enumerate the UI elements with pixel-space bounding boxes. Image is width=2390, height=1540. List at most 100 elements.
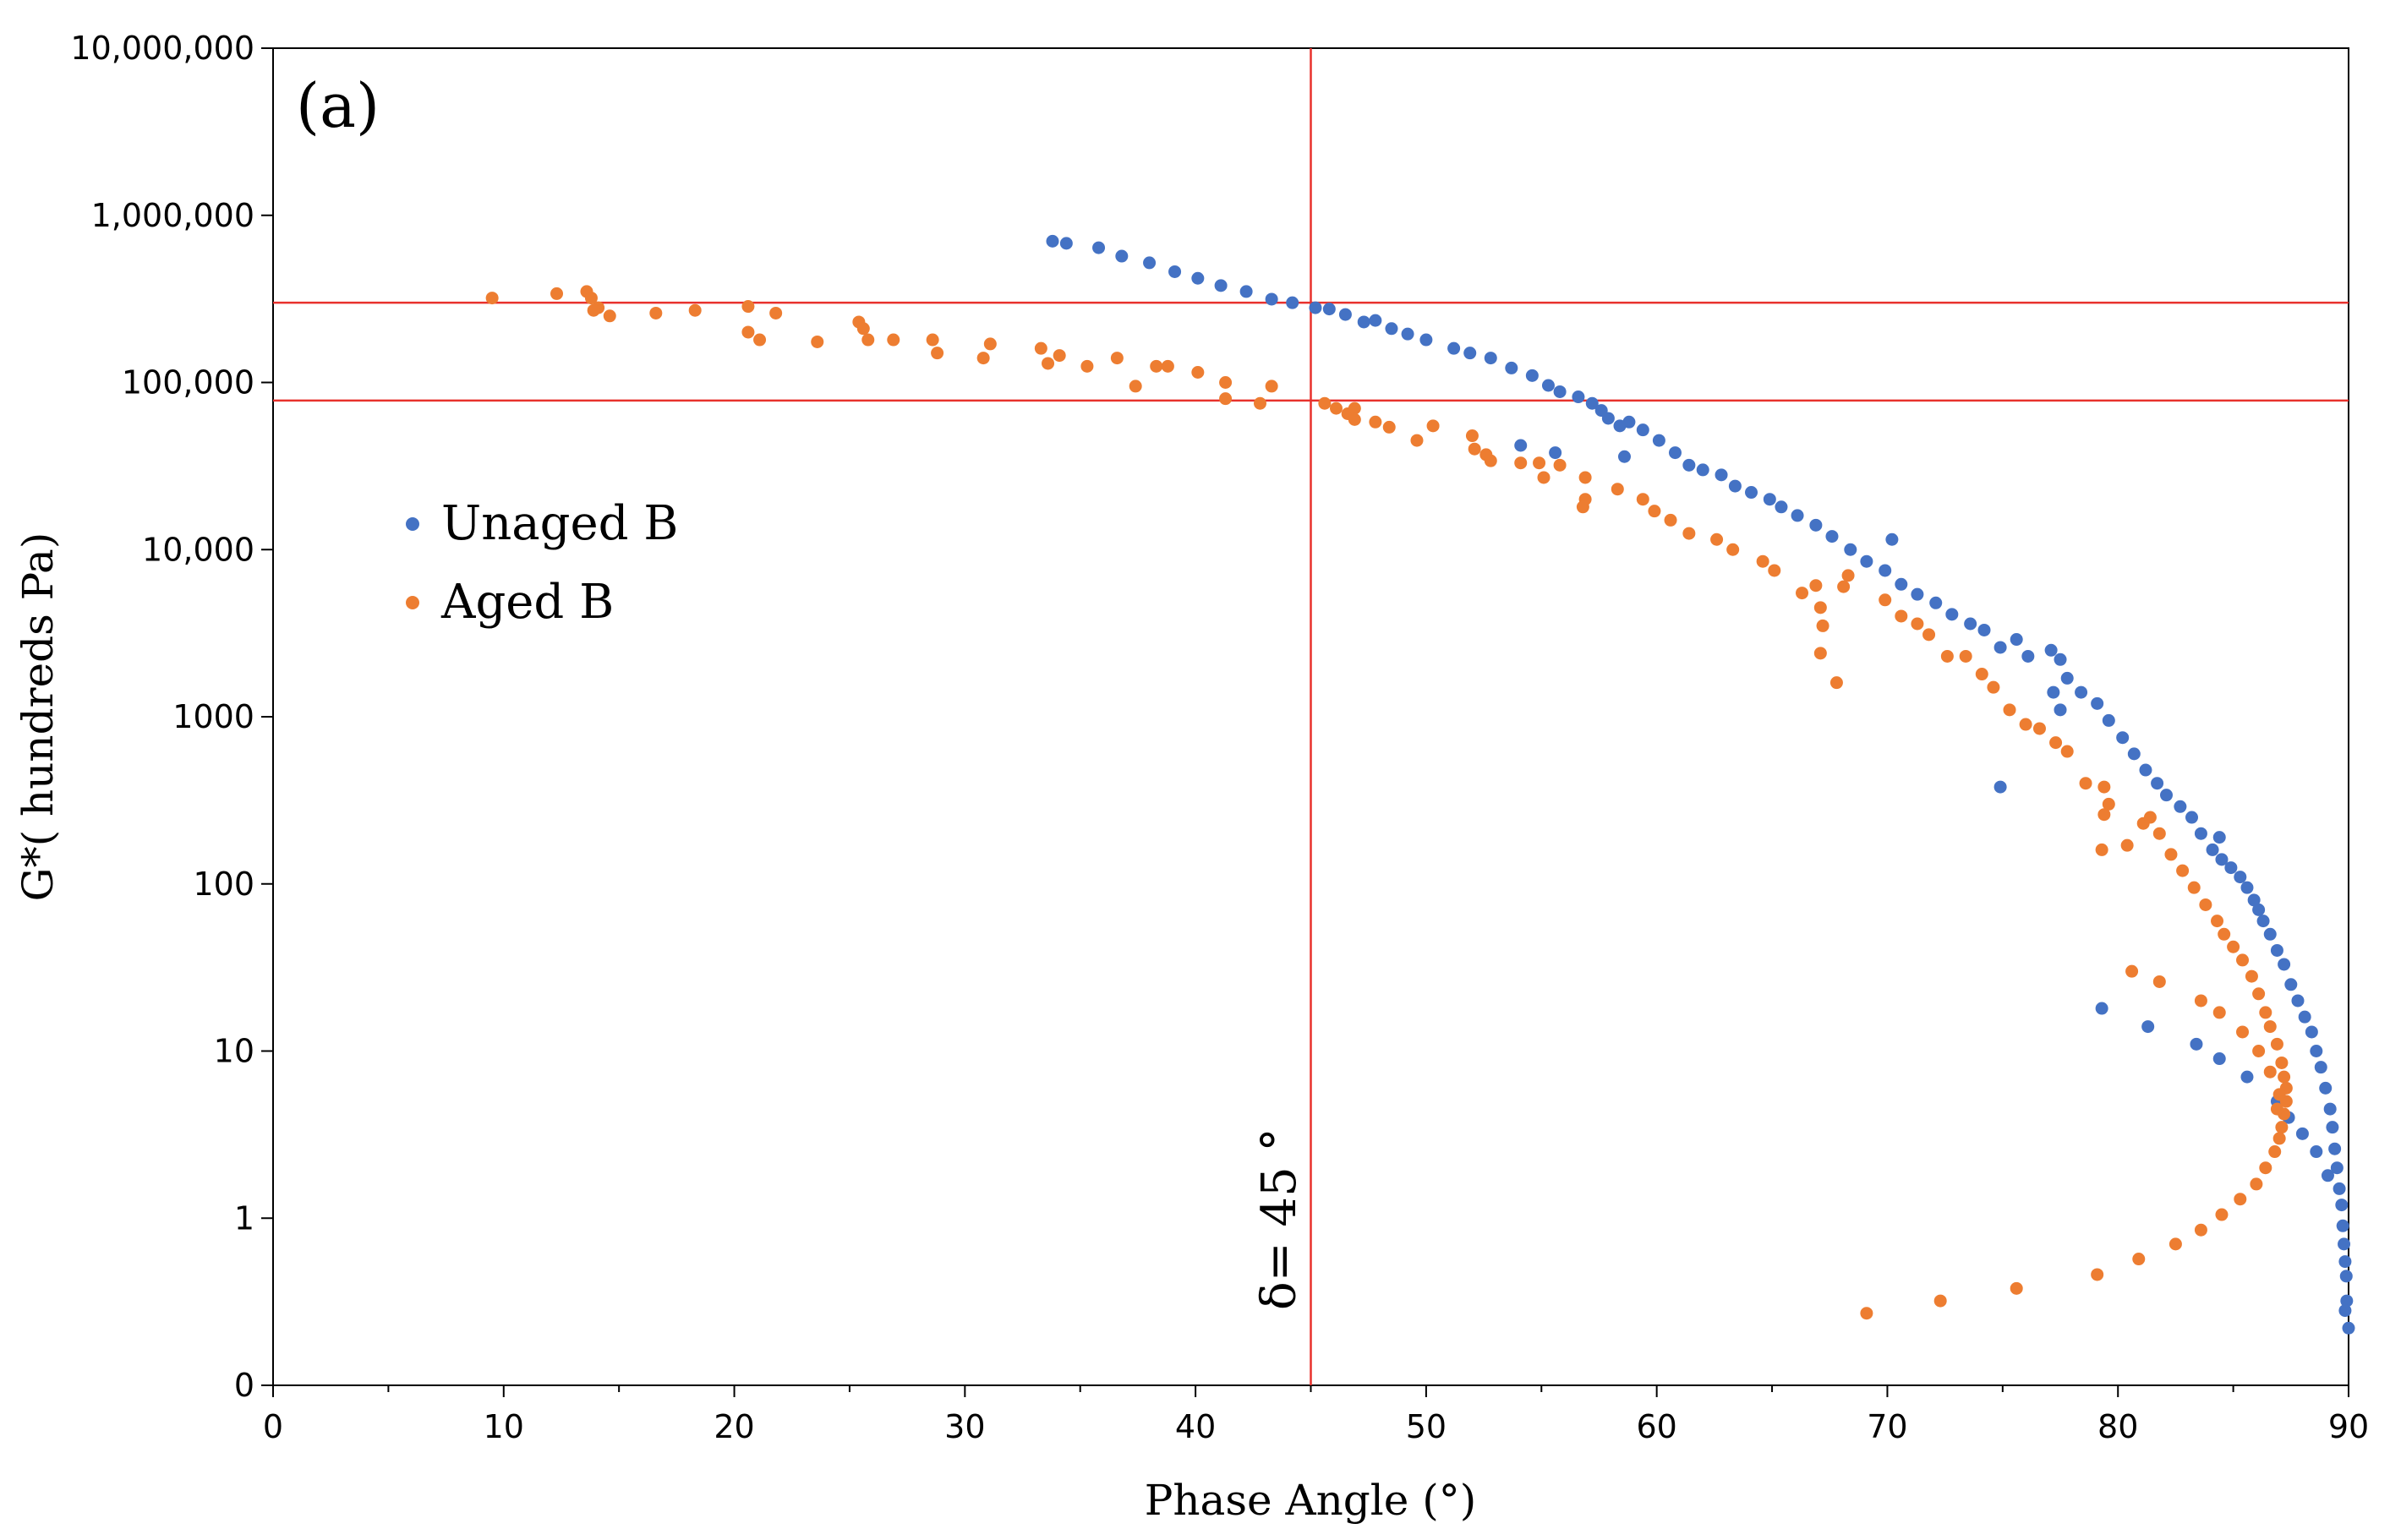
data-point <box>1309 301 1322 314</box>
data-point <box>1975 668 1988 681</box>
data-point <box>2047 685 2060 699</box>
y-tick-label: 0 <box>234 1367 254 1404</box>
data-point <box>2272 1088 2286 1101</box>
data-point <box>1338 308 1352 321</box>
data-point <box>2194 1223 2207 1237</box>
data-point <box>2199 898 2212 911</box>
data-point <box>2097 780 2111 794</box>
data-point <box>2272 1132 2286 1145</box>
data-point <box>1959 649 1972 663</box>
reference-lines <box>273 48 2349 1385</box>
data-point <box>2164 848 2178 861</box>
data-point <box>1911 617 1924 631</box>
data-point <box>2259 1161 2272 1175</box>
data-point <box>2075 685 2088 699</box>
data-point <box>2338 1255 2352 1269</box>
x-tick-label: 0 <box>263 1408 283 1445</box>
data-point <box>1622 415 1636 429</box>
data-point <box>1465 429 1479 443</box>
data-point <box>2278 1070 2291 1084</box>
data-point <box>2194 827 2207 840</box>
data-point <box>1129 380 1142 393</box>
data-point <box>2125 964 2139 978</box>
data-point <box>2169 1237 2182 1251</box>
data-point <box>1537 471 1550 484</box>
data-point <box>2212 1006 2226 1019</box>
data-point <box>2095 843 2108 856</box>
data-point <box>769 306 783 319</box>
legend: Unaged B Aged B <box>406 496 678 630</box>
data-point <box>926 333 939 347</box>
data-point <box>2326 1121 2339 1134</box>
data-point <box>2152 975 2166 988</box>
x-axis-title: Phase Angle (°) <box>1145 1476 1477 1525</box>
data-point <box>2270 1037 2283 1051</box>
data-point <box>1813 647 1827 660</box>
data-point <box>2212 1052 2226 1066</box>
data-point <box>2339 1270 2353 1283</box>
data-point <box>688 303 702 317</box>
y-axis-ticks: 0 1 10 100 1000 10,000 100,000 1,000,000 10,000,… <box>70 30 273 1404</box>
data-point <box>2190 1037 2203 1051</box>
data-point <box>1541 379 1555 392</box>
y-tick-label: 10,000 <box>142 531 254 568</box>
x-axis-ticks: 0 10 20 30 40 50 60 70 80 90 <box>263 1385 2369 1445</box>
data-point <box>1895 577 1908 591</box>
data-point <box>1053 349 1066 363</box>
data-point <box>811 335 824 348</box>
data-point <box>2263 1065 2277 1079</box>
x-tick-label: 80 <box>2097 1408 2138 1445</box>
data-point <box>2010 1281 2023 1295</box>
data-point <box>1463 347 1477 360</box>
legend-label-unaged: Unaged B <box>441 496 678 551</box>
data-point <box>2160 789 2174 802</box>
data-point <box>1813 601 1827 614</box>
data-point <box>1611 483 1624 496</box>
data-point <box>2340 1294 2354 1308</box>
data-point <box>1219 392 1233 406</box>
data-point <box>1046 234 1059 248</box>
data-point <box>1191 271 1205 285</box>
data-point <box>1553 385 1567 398</box>
data-point <box>2250 1177 2263 1191</box>
data-point <box>2019 718 2032 731</box>
data-point <box>1576 500 1589 514</box>
data-point <box>1756 554 1769 568</box>
data-point <box>2212 831 2226 844</box>
data-point <box>485 292 499 305</box>
data-point <box>1514 439 1528 452</box>
data-point <box>1809 579 1823 593</box>
x-tick-label: 50 <box>1406 1408 1447 1445</box>
data-point <box>1879 564 1892 577</box>
data-point <box>1682 458 1696 472</box>
data-point <box>2263 1020 2277 1034</box>
data-point <box>1219 376 1233 389</box>
data-point <box>1825 530 1839 543</box>
data-point <box>1895 609 1908 623</box>
data-point <box>1911 587 1924 601</box>
data-point <box>2176 864 2190 877</box>
data-point <box>1239 285 1253 298</box>
y-tick-label: 1,000,000 <box>91 197 254 234</box>
legend-label-aged: Aged B <box>440 575 614 630</box>
y-tick-label: 10,000,000 <box>70 30 254 67</box>
data-point <box>2152 827 2166 840</box>
data-point <box>1844 543 1857 556</box>
panel-label: (a) <box>296 70 380 141</box>
data-point <box>2295 1127 2309 1140</box>
data-point <box>887 333 900 347</box>
data-point <box>2010 633 2023 647</box>
data-point <box>2187 881 2201 894</box>
data-point <box>2003 703 2016 717</box>
data-point <box>2116 731 2130 745</box>
data-point <box>1791 509 1804 522</box>
data-point <box>1987 680 2000 694</box>
data-point <box>1042 357 1055 370</box>
x-tick-label: 10 <box>484 1408 524 1445</box>
data-point <box>1533 456 1546 470</box>
y-tick-label: 1 <box>234 1199 254 1237</box>
data-point <box>1668 446 1682 460</box>
data-point <box>1601 412 1615 425</box>
data-point <box>1447 341 1461 355</box>
data-point <box>1617 450 1631 463</box>
